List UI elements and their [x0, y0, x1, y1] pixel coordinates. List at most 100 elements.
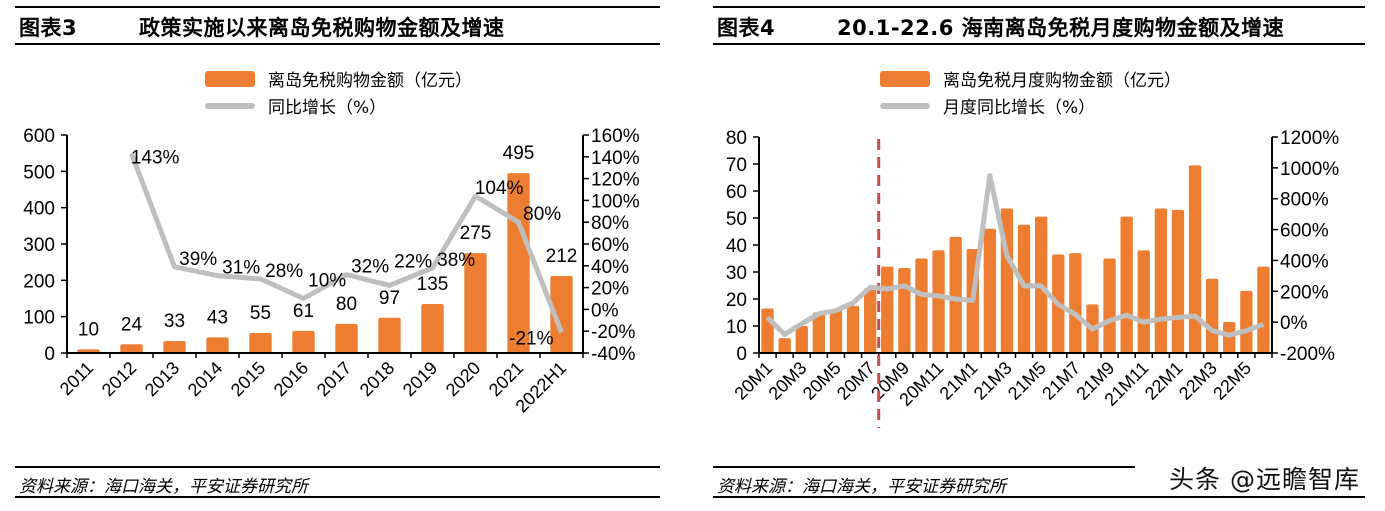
legend-item-bar: 离岛免税购物金额（亿元） [205, 66, 472, 91]
left-tick-label: 30 [726, 263, 747, 284]
left-tick-label: 50 [726, 209, 747, 230]
bar [550, 275, 573, 353]
right-tick-label: 600% [1280, 221, 1329, 242]
bar [335, 323, 358, 353]
bar [761, 308, 774, 353]
right-tick-label: 400% [1280, 251, 1329, 272]
bar [949, 236, 962, 353]
title-bottom-rule [15, 43, 660, 45]
right-figure: 图表4 20.1-22.6 海南离岛免税月度购物金额及增速 离岛免税月度购物金额（… [713, 0, 1365, 511]
growth-line [765, 173, 1265, 338]
line-data-label: 28% [265, 261, 303, 282]
bar [1154, 208, 1168, 353]
source-note: 资料来源：海口海关，平安证券研究所 [19, 477, 308, 497]
line-data-label: 32% [351, 257, 389, 278]
bar [464, 253, 487, 353]
left-tick-label: 10 [726, 317, 747, 338]
bar [249, 333, 272, 353]
x-tick-label: 2016 [270, 358, 312, 400]
x-tick-label: 2014 [184, 358, 226, 400]
legend-swatch-line [880, 102, 930, 109]
right-tick-label: -200% [1280, 344, 1335, 365]
chart-right: 0 10 20 30 40 50 60 70 80 -200% 0% 200% 400% 600% 800%… [726, 128, 1339, 428]
left-tick-label: 20 [726, 290, 747, 311]
left-tick-label: 0 [736, 344, 747, 365]
x-tick-label: 2015 [227, 358, 269, 400]
line-data-label: 22% [394, 251, 432, 272]
bar [120, 344, 143, 353]
left-tick-label: 200 [23, 271, 55, 292]
x-tick-label: 21M3 [970, 358, 1016, 404]
x-tick-label: 2019 [399, 358, 441, 400]
bar [378, 317, 401, 353]
figure-title: 图表3 政策实施以来离岛免税购物金额及增速 [19, 12, 505, 42]
x-tick-label: 20M5 [799, 358, 845, 404]
line-data-label: 104% [475, 178, 524, 199]
bar-data-label: 495 [503, 143, 535, 164]
right-tick-label: 200% [1280, 282, 1329, 303]
bar-data-label: 33 [164, 311, 185, 332]
right-tick-label: 160% [591, 126, 640, 147]
bar [206, 337, 229, 353]
bar [846, 305, 860, 353]
x-tick-label: 2020 [442, 358, 484, 400]
left-tick-label: 60 [726, 182, 747, 203]
bar [829, 309, 843, 353]
figure-number: 图表3 [19, 16, 78, 40]
figure-title-text: 20.1-22.6 海南离岛免税月度购物金额及增速 [837, 16, 1285, 40]
left-tick-label: 80 [726, 128, 747, 149]
bar [292, 330, 315, 353]
right-tick-label: 40% [591, 257, 629, 278]
right-tick-label: 0% [591, 300, 619, 321]
legend-label: 同比增长（%） [268, 98, 387, 118]
x-tick-label: 2012 [98, 358, 140, 400]
x-tick-label: 21M5 [1004, 358, 1050, 404]
legend-item-bar: 离岛免税月度购物金额（亿元） [880, 66, 1181, 91]
bar [1171, 209, 1185, 353]
line-data-label: 39% [179, 249, 217, 270]
bar [1017, 224, 1031, 353]
line-data-label: 38% [437, 250, 475, 271]
bar [881, 266, 894, 353]
title-top-rule [713, 6, 1365, 8]
bar-data-label: 97 [379, 288, 400, 309]
right-tick-label: 80% [591, 213, 629, 234]
bar [507, 173, 530, 353]
legend-label: 离岛免税购物金额（亿元） [268, 71, 472, 91]
right-tick-label: -40% [591, 344, 635, 365]
x-tick-label: 21M7 [1038, 358, 1084, 404]
bar-data-label: 61 [293, 301, 314, 322]
left-tick-label: 100 [23, 308, 55, 329]
x-tick-label: 2013 [141, 358, 183, 400]
bar-data-label: 135 [417, 274, 449, 295]
right-tick-label: 140% [591, 148, 640, 169]
x-tick-label: 2018 [356, 358, 398, 400]
right-tick-label: 120% [591, 170, 640, 191]
bar [863, 288, 877, 353]
bar [812, 312, 826, 353]
x-tick-label: 21M1 [936, 358, 982, 404]
line-data-label: 10% [308, 271, 346, 292]
watermark: 头条 @远瞻智库 [1169, 460, 1360, 496]
bar-data-label: 43 [207, 307, 228, 328]
right-tick-label: 800% [1280, 190, 1329, 211]
right-tick-label: -20% [591, 322, 635, 343]
x-tick-label: 22M5 [1209, 358, 1255, 404]
bar [1188, 165, 1202, 353]
source-note: 资料来源：海口海关，平安证券研究所 [717, 477, 1006, 497]
bar [778, 338, 791, 353]
bar [932, 250, 945, 353]
right-tick-label: 60% [591, 235, 629, 256]
title-top-rule [15, 6, 660, 8]
right-tick-label: 1000% [1280, 159, 1339, 180]
bar [421, 303, 444, 353]
legend-swatch-bar [880, 70, 930, 87]
legend-label: 月度同比增长（%） [943, 98, 1096, 118]
right-tick-label: 20% [591, 279, 629, 300]
source-bottom-rule [15, 496, 660, 498]
growth-line [129, 152, 564, 334]
left-tick-label: 300 [23, 235, 55, 256]
bar [795, 326, 808, 353]
line-data-label: 143% [131, 148, 180, 169]
left-figure: 图表3 政策实施以来离岛免税购物金额及增速 离岛免税购物金额（亿元） 同比增长（%… [15, 0, 660, 511]
